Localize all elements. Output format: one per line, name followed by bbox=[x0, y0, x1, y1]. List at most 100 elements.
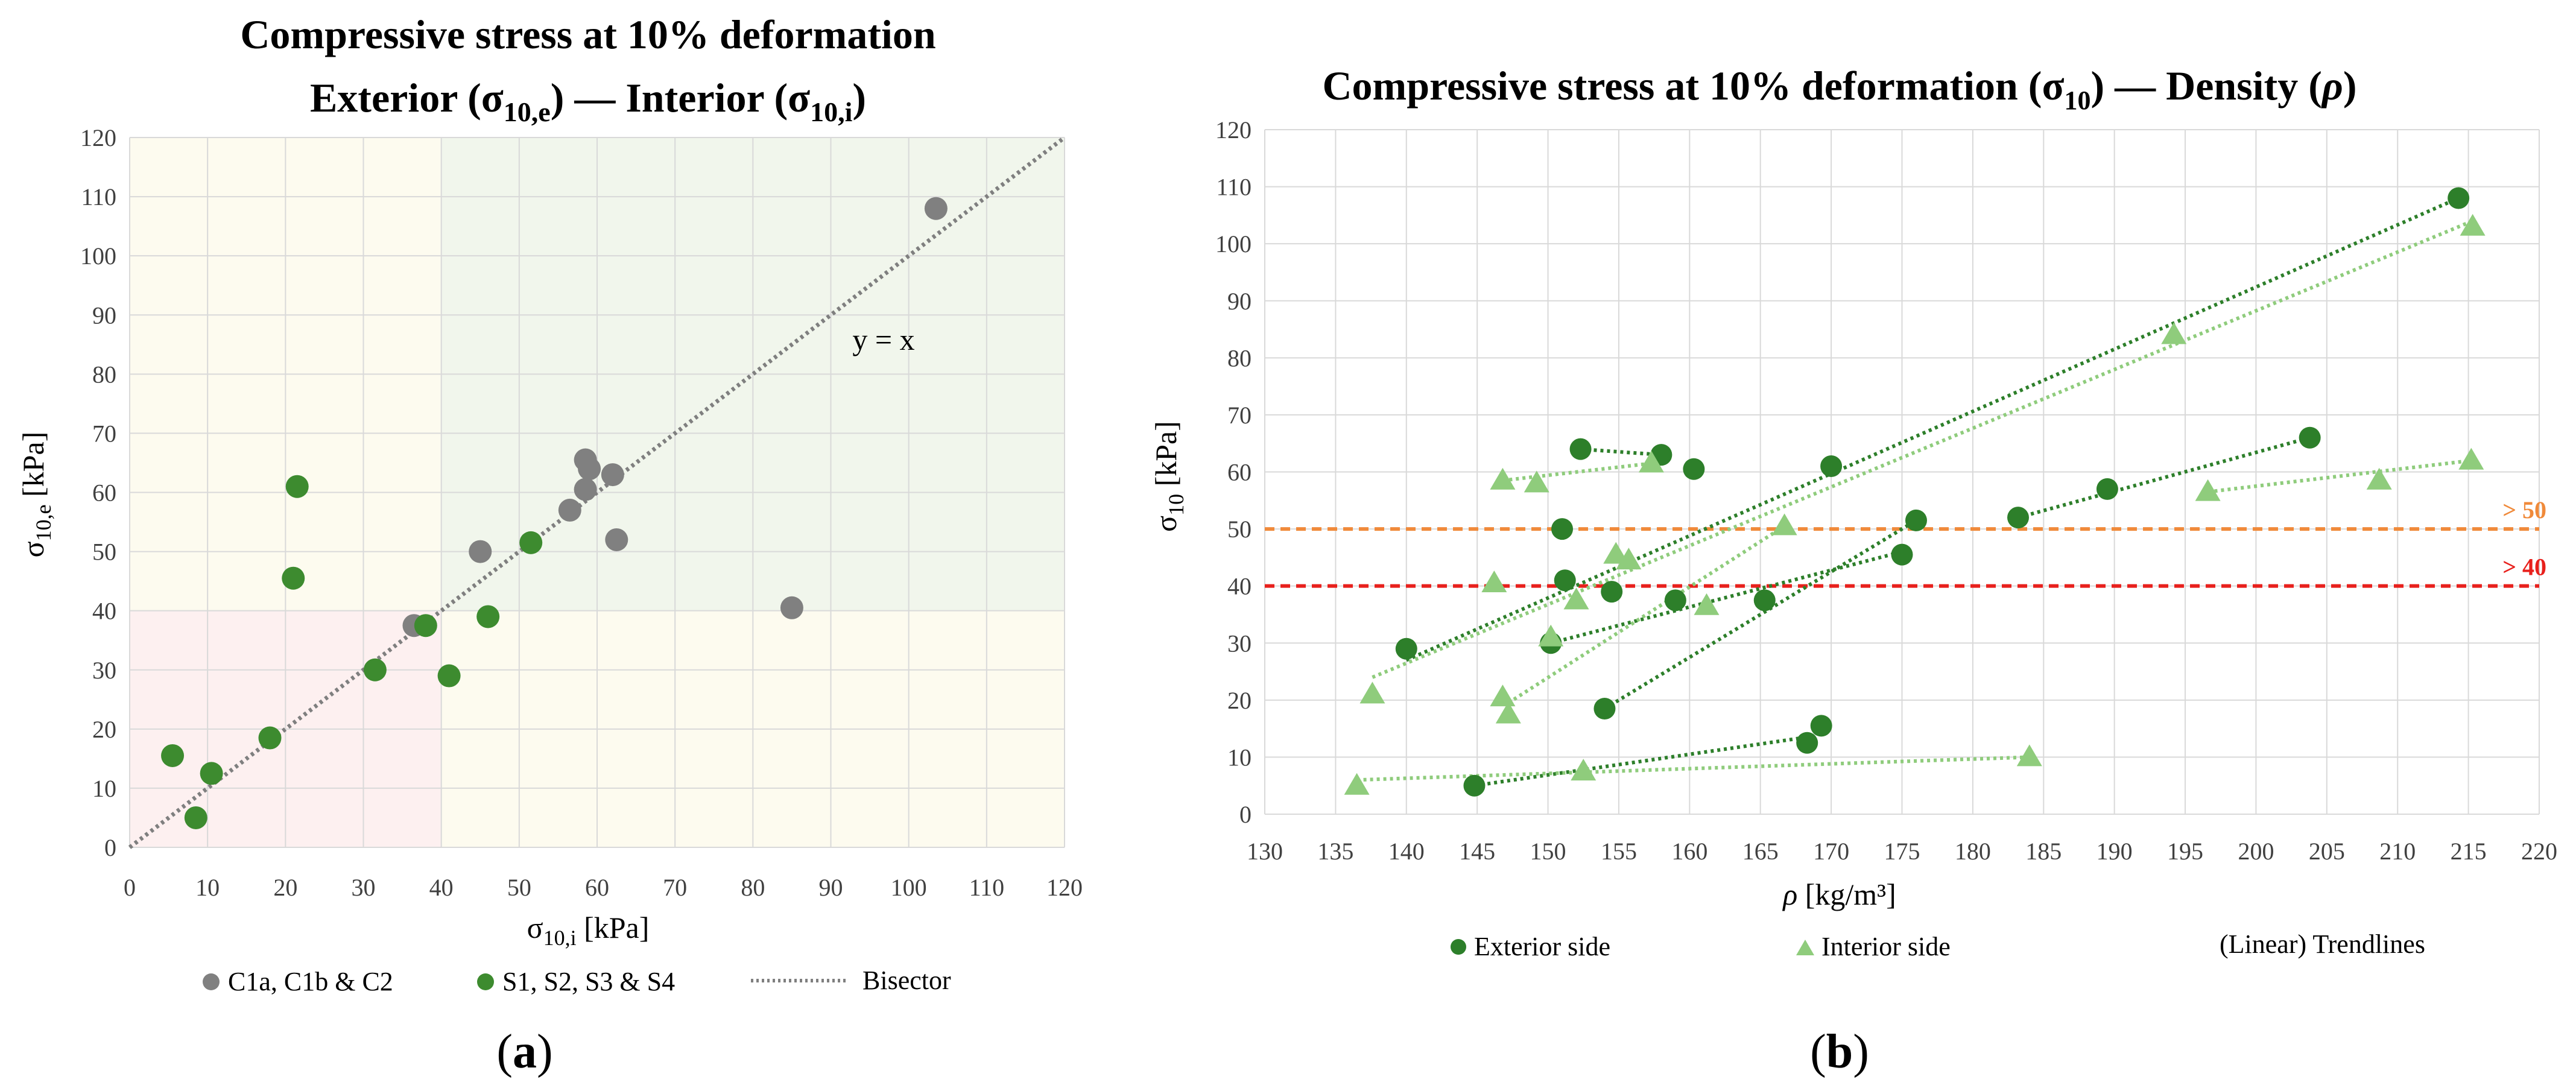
threshold-label: > 50 bbox=[2502, 496, 2546, 523]
y-tick-label: 20 bbox=[92, 716, 116, 743]
point-interior bbox=[1638, 451, 1664, 473]
chart-b-x-axis-label: ρ [kg/m³] bbox=[1782, 878, 1896, 911]
point-exterior bbox=[1554, 569, 1576, 592]
legend-marker-exterior bbox=[1451, 939, 1466, 955]
x-tick-label: 175 bbox=[1884, 838, 1920, 865]
point-s-series bbox=[414, 614, 437, 637]
y-tick-label: 0 bbox=[1239, 801, 1252, 828]
x-tick-label: 30 bbox=[352, 874, 376, 901]
y-tick-label: 100 bbox=[80, 242, 116, 270]
y-tick-label: 80 bbox=[1227, 344, 1252, 372]
y-tick-label: 110 bbox=[81, 183, 116, 210]
legend-label-s-series: S1, S2, S3 & S4 bbox=[502, 967, 675, 996]
point-exterior bbox=[1664, 589, 1686, 612]
point-interior bbox=[1359, 681, 1385, 704]
point-s-series bbox=[200, 762, 223, 785]
legend-marker-interior bbox=[1796, 940, 1814, 955]
y-tick-label: 30 bbox=[1227, 630, 1252, 657]
y-tick-label: 80 bbox=[92, 361, 116, 388]
point-s-series bbox=[363, 658, 387, 681]
x-tick-label: 205 bbox=[2309, 838, 2345, 865]
x-tick-label: 145 bbox=[1459, 838, 1495, 865]
y-tick-label: 90 bbox=[92, 302, 116, 329]
point-c-series bbox=[469, 540, 492, 563]
y-tick-label: 20 bbox=[1227, 687, 1252, 714]
point-exterior bbox=[1820, 455, 1843, 478]
chart-a-tick-labels: 00 10 10 20 20 30 30 40 40 50 50 60 60 70 70 80 80 90 90 10… bbox=[80, 124, 1083, 901]
trendline-exterior bbox=[1405, 196, 2460, 662]
chart-a-points bbox=[161, 197, 948, 829]
point-c-series bbox=[601, 463, 624, 487]
y-tick-label: 10 bbox=[1227, 744, 1252, 771]
y-tick-label: 60 bbox=[1227, 459, 1252, 486]
x-tick-label: 195 bbox=[2167, 838, 2203, 865]
point-interior bbox=[1490, 467, 1516, 490]
threshold-label: > 40 bbox=[2502, 554, 2546, 581]
legend-marker-c-series bbox=[203, 973, 220, 990]
x-tick-label: 10 bbox=[195, 874, 220, 901]
x-tick-label: 165 bbox=[1742, 838, 1779, 865]
x-tick-label: 40 bbox=[429, 874, 454, 901]
legend-label-trendlines: (Linear) Trendlines bbox=[2220, 929, 2425, 959]
y-tick-label: 120 bbox=[80, 124, 116, 151]
chart-a-legend: C1a, C1b & C2 S1, S2, S3 & S4 Bisector bbox=[203, 966, 951, 996]
point-s-series bbox=[184, 806, 207, 829]
y-tick-label: 70 bbox=[92, 420, 116, 447]
y-tick-label: 120 bbox=[1215, 116, 1252, 144]
point-exterior bbox=[1551, 518, 1574, 540]
legend-marker-s-series bbox=[477, 973, 494, 990]
chart-b-title: Compressive stress at 10% deformation (σ… bbox=[1322, 63, 2356, 115]
panel-label-b: (b) bbox=[1810, 1025, 1869, 1078]
point-interior bbox=[2458, 447, 2484, 470]
point-s-series bbox=[161, 744, 185, 767]
x-tick-label: 130 bbox=[1247, 838, 1283, 865]
point-exterior bbox=[2448, 187, 2470, 209]
x-tick-label: 155 bbox=[1601, 838, 1637, 865]
y-tick-label: 50 bbox=[1227, 516, 1252, 543]
point-s-series bbox=[258, 726, 282, 750]
point-s-series bbox=[285, 475, 309, 498]
y-tick-label: 0 bbox=[104, 834, 116, 861]
x-tick-label: 190 bbox=[2097, 838, 2133, 865]
chart-a-subtitle: Exterior (σ10,e) — Interior (σ10,i) bbox=[310, 75, 866, 127]
point-exterior bbox=[2096, 478, 2118, 500]
x-tick-label: 90 bbox=[819, 874, 843, 901]
x-tick-label: 70 bbox=[663, 874, 687, 901]
x-tick-label: 20 bbox=[273, 874, 297, 901]
point-interior bbox=[1490, 685, 1516, 707]
x-tick-label: 160 bbox=[1671, 838, 1707, 865]
legend-label-bisector: Bisector bbox=[862, 966, 951, 995]
x-tick-label: 140 bbox=[1388, 838, 1425, 865]
point-exterior bbox=[1891, 543, 1913, 566]
trendline-exterior bbox=[1580, 447, 1662, 457]
y-tick-label: 90 bbox=[1227, 288, 1252, 315]
point-exterior bbox=[1810, 715, 1832, 737]
point-exterior bbox=[2007, 507, 2030, 529]
trendline-exterior bbox=[1474, 735, 1808, 788]
x-tick-label: 170 bbox=[1813, 838, 1849, 865]
x-tick-label: 0 bbox=[124, 874, 136, 901]
panel-label-a: (a) bbox=[496, 1025, 552, 1078]
chart-a-y-axis-label: σ10,e [kPa] bbox=[16, 432, 55, 558]
x-tick-label: 110 bbox=[969, 874, 1005, 901]
point-interior bbox=[1616, 548, 1642, 570]
point-s-series bbox=[282, 566, 305, 590]
chart-b-trendlines bbox=[1356, 196, 2473, 788]
trendline-exterior bbox=[1550, 550, 1903, 645]
y-tick-label: 10 bbox=[92, 775, 116, 802]
x-tick-label: 50 bbox=[507, 874, 531, 901]
y-tick-label: 110 bbox=[1216, 174, 1252, 201]
y-tick-label: 40 bbox=[1227, 573, 1252, 600]
point-s-series bbox=[437, 664, 461, 688]
trendline-interior bbox=[1502, 461, 1652, 482]
annotation-y-equals-x: y = x bbox=[852, 323, 914, 356]
point-interior bbox=[2161, 322, 2187, 344]
chart-a-title: Compressive stress at 10% deformation bbox=[240, 11, 935, 57]
point-exterior bbox=[1569, 438, 1592, 460]
point-s-series bbox=[476, 605, 500, 628]
point-interior bbox=[1524, 470, 1549, 493]
chart-a-grid bbox=[129, 137, 1065, 848]
y-tick-label: 30 bbox=[92, 657, 116, 684]
point-exterior bbox=[1753, 589, 1776, 612]
point-exterior bbox=[1796, 732, 1818, 754]
